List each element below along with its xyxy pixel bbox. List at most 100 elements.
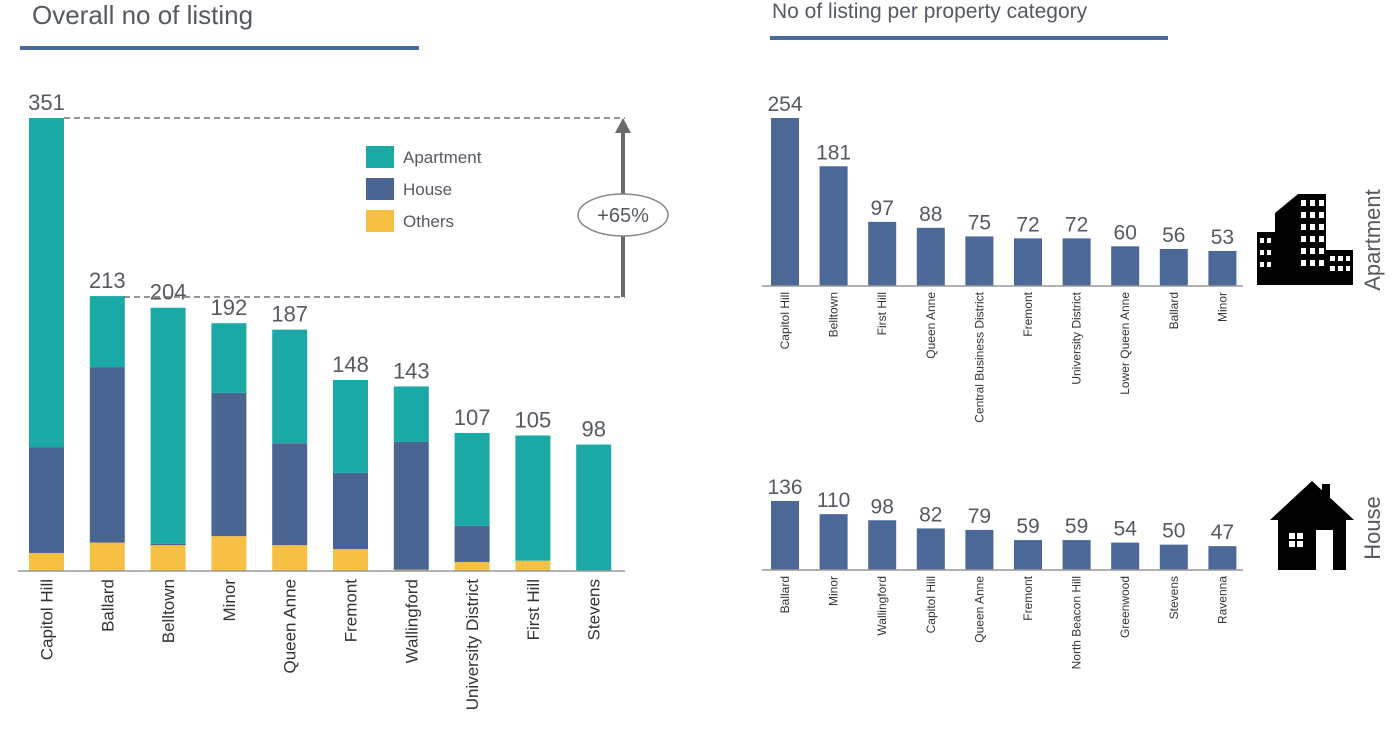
bar-house-queen-anne — [272, 443, 308, 546]
bar-apartment-fremont — [333, 379, 368, 473]
legend-swatch-others — [366, 210, 394, 232]
bar-apartment-capitol-hill — [29, 118, 64, 448]
legend-label-house: House — [403, 180, 452, 199]
apartment-bar-lower-queen-anne — [1111, 246, 1140, 286]
category-chart-title: No of listing per property category — [772, 0, 1088, 23]
house-value-capitol-hill: 82 — [919, 503, 942, 526]
bar-apartment-queen-anne — [272, 329, 308, 444]
bar-house-fremont — [333, 472, 368, 550]
bar-others-queen-anne — [272, 545, 308, 571]
category-label-capitol-hill: Capitol Hill — [38, 579, 57, 660]
category-label-stevens: Stevens — [585, 579, 604, 640]
apartment-bar-ballard — [1159, 248, 1188, 286]
house-value-queen-anne: 79 — [968, 505, 991, 528]
bar-apartment-university-district — [454, 432, 490, 526]
total-label-queen-anne: 187 — [271, 302, 308, 327]
house-bar-greenwood — [1111, 542, 1140, 570]
apartment-value-capitol-hill: 254 — [767, 93, 802, 116]
apartment-bar-belltown — [819, 166, 848, 286]
annotation-bubble — [577, 193, 669, 237]
annotation-label: +65% — [597, 205, 649, 227]
house-bar-minor — [819, 514, 848, 570]
total-label-wallingford: 143 — [393, 358, 430, 383]
apartment-value-queen-anne: 88 — [919, 203, 942, 226]
total-label-ballard: 213 — [89, 268, 126, 293]
bar-others-belltown — [150, 545, 186, 571]
apartment-category-lower-queen-anne: Lower Queen Anne — [1118, 292, 1132, 395]
apartment-category-belltown: Belltown — [827, 292, 841, 337]
title-underline-left — [20, 46, 419, 50]
bar-apartment-ballard — [89, 296, 125, 368]
bar-house-belltown — [150, 543, 186, 546]
apartment-bar-university-district — [1062, 238, 1091, 286]
apartment-bar-capitol-hill — [771, 118, 799, 286]
house-bar-stevens — [1159, 544, 1188, 570]
apartment-bar-central-business-district — [965, 236, 994, 286]
house-value-ravenna: 47 — [1211, 521, 1234, 544]
house-bar-north-beacon-hill — [1062, 540, 1091, 570]
apartment-value-fremont: 72 — [1016, 213, 1039, 236]
house-category-greenwood: Greenwood — [1118, 576, 1132, 638]
apartment-value-first-hill: 97 — [871, 197, 894, 220]
apartment-value-minor: 53 — [1211, 226, 1234, 249]
category-label-minor: Minor — [220, 579, 239, 622]
house-bar-wallingford — [868, 520, 897, 570]
apartment-category-university-district: University District — [1070, 291, 1084, 384]
house-bars: 136 Ballard 110 Minor 98 Wallingford 82 Capitol… — [767, 476, 1237, 669]
total-label-capitol-hill: 351 — [28, 90, 65, 115]
apartment-category-capitol-hill: Capitol Hill — [778, 292, 792, 349]
bar-apartment-wallingford — [393, 386, 429, 442]
bar-house-ballard — [89, 367, 125, 543]
apartment-bars: 254 Capitol Hill 181 Belltown 97 First Hill 88… — [767, 93, 1237, 423]
total-label-fremont: 148 — [332, 352, 369, 377]
office-building-icon — [1257, 194, 1353, 285]
apartment-category-first-hill: First Hill — [875, 292, 889, 335]
house-bar-ravenna — [1208, 546, 1237, 570]
apartment-value-lower-queen-anne: 60 — [1114, 221, 1137, 244]
house-category-wallingford: Wallingford — [875, 576, 889, 636]
bar-house-minor — [211, 392, 247, 537]
category-label-ballard: Ballard — [98, 579, 117, 632]
apartment-value-belltown: 181 — [816, 141, 851, 164]
title-underline-right — [770, 36, 1168, 40]
bar-others-capitol-hill — [29, 552, 64, 571]
total-label-stevens: 98 — [581, 417, 605, 442]
apartment-bar-first-hill — [868, 221, 897, 286]
growth-annotation: +65% — [64, 117, 669, 298]
house-icon — [1270, 481, 1354, 570]
bar-house-capitol-hill — [29, 447, 64, 553]
overall-chart-title: Overall no of listing — [32, 0, 254, 30]
apartment-bar-minor — [1208, 250, 1237, 286]
legend-label-apartment: Apartment — [403, 148, 482, 167]
house-category-queen-anne: Queen Anne — [972, 576, 986, 643]
apartment-value-ballard: 56 — [1162, 224, 1185, 247]
house-value-greenwood: 54 — [1114, 518, 1138, 541]
house-side-label: House — [1360, 496, 1385, 560]
apartment-bar-fremont — [1014, 238, 1042, 286]
arrow-up-icon — [615, 118, 631, 133]
house-value-fremont: 59 — [1016, 515, 1039, 538]
legend-swatch-house — [366, 178, 394, 200]
house-category-north-beacon-hill: North Beacon Hill — [1070, 576, 1084, 669]
bar-others-minor — [211, 536, 247, 571]
apartment-category-ballard: Ballard — [1167, 292, 1181, 329]
total-label-university-district: 107 — [454, 405, 491, 430]
house-bar-capitol-hill — [916, 528, 945, 570]
bar-apartment-belltown — [150, 307, 186, 544]
category-label-first-hill: First Hill — [524, 579, 543, 640]
apartment-category-fremont: Fremont — [1021, 291, 1035, 336]
bar-others-university-district — [454, 561, 490, 571]
bar-others-ballard — [89, 542, 125, 571]
legend-swatch-apartment — [366, 146, 394, 168]
legend: Apartment House Others — [366, 146, 482, 232]
legend-label-others: Others — [403, 212, 454, 231]
bar-apartment-stevens — [576, 444, 612, 571]
house-value-stevens: 50 — [1162, 520, 1185, 543]
category-label-belltown: Belltown — [159, 579, 178, 643]
house-category-fremont: Fremont — [1021, 575, 1035, 620]
house-category-capitol-hill: Capitol Hill — [924, 576, 938, 633]
bar-house-wallingford — [393, 441, 429, 570]
apartment-bar-queen-anne — [916, 227, 945, 286]
category-label-queen-anne: Queen Anne — [281, 579, 300, 674]
